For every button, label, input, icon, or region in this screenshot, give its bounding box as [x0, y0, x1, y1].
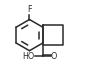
Text: O: O [51, 52, 57, 61]
Text: HO: HO [22, 52, 35, 61]
Text: F: F [27, 5, 32, 14]
